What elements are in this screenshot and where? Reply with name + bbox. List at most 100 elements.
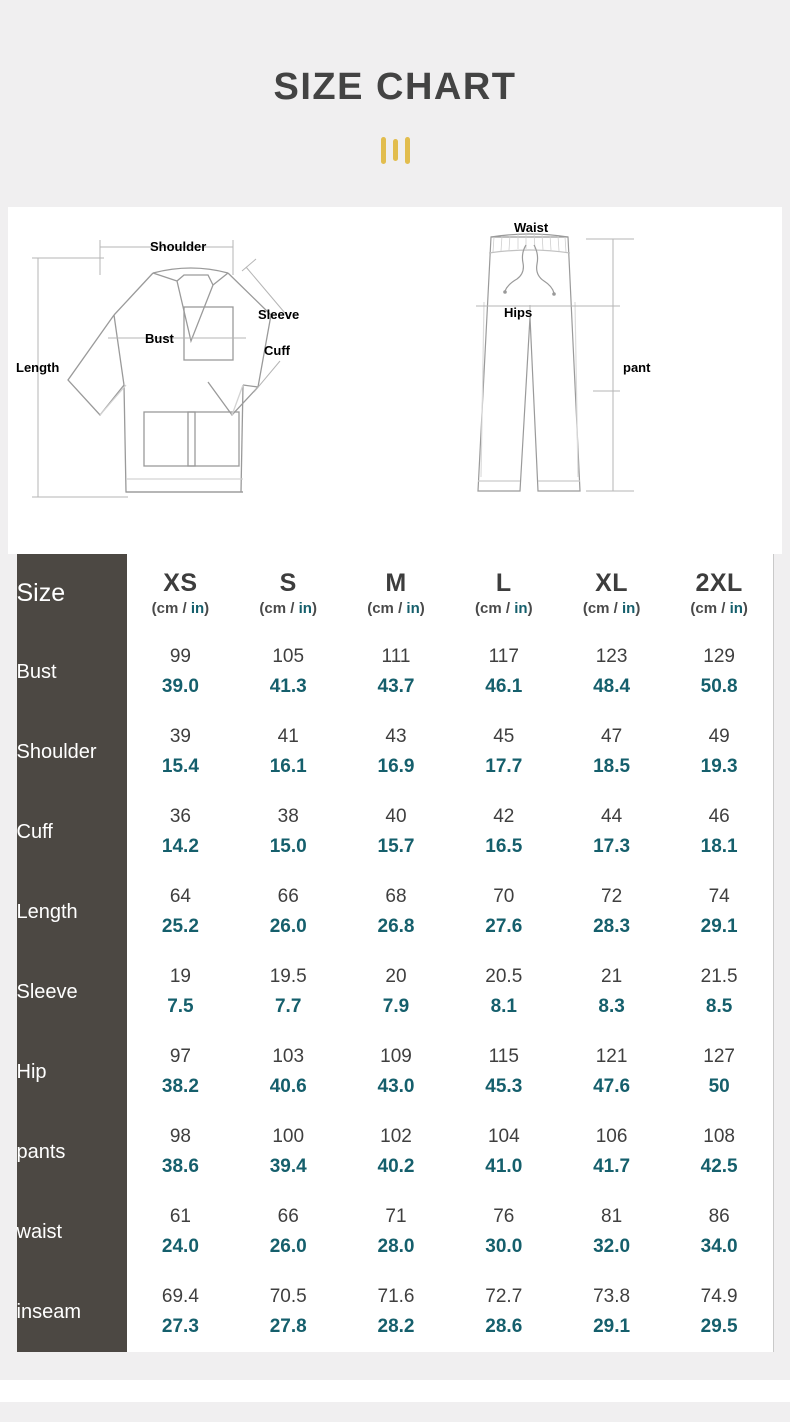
value-in: 28.0 [377,1236,415,1257]
value-cm: 108 [703,1126,735,1148]
cell-cuff-xl: 44 17.3 [557,792,666,872]
value-cm: 40 [385,806,407,828]
cell-cuff-xs: 36 14.2 [126,792,235,872]
cell-shoulder-2xl: 49 19.3 [665,712,774,792]
cell-length-s: 66 26.0 [234,872,343,952]
row-label-inseam: inseam [16,1272,127,1352]
cell-hip-xl: 121 47.6 [557,1032,666,1112]
value-in: 15.7 [377,836,415,857]
column-header-xl-unit: (cm / in) [582,600,641,618]
value-cm: 45 [493,726,515,748]
value-cm: 19 [169,966,191,988]
value-cm: 115 [488,1046,519,1068]
value-cm: 20.5 [485,966,523,988]
cell-shoulder-s: 41 16.1 [234,712,343,792]
value-cm: 49 [708,726,730,748]
value-in: 39.0 [161,676,199,697]
value-cm: 109 [380,1046,412,1068]
value-in: 39.4 [269,1156,307,1177]
value-cm: 98 [169,1126,191,1148]
value-cm: 72.7 [485,1286,523,1308]
value-in: 43.0 [377,1076,415,1097]
value-in: 25.2 [161,916,199,937]
column-header-m-unit: (cm / in) [367,600,425,618]
value-in: 16.9 [377,756,415,777]
value-cm: 102 [380,1126,412,1148]
cell-sleeve-s: 19.5 7.7 [234,952,343,1032]
value-in: 7.5 [167,996,194,1017]
value-cm: 117 [488,646,519,668]
value-in: 28.2 [377,1316,415,1337]
cell-bust-m: 111 43.7 [342,632,450,712]
value-in: 27.8 [269,1316,307,1337]
title-divider-ornament [380,136,410,164]
value-cm: 68 [385,886,407,908]
value-in: 43.7 [377,676,415,697]
value-cm: 106 [595,1126,628,1148]
value-in: 29.1 [700,916,738,937]
cell-sleeve-2xl: 21.5 8.5 [665,952,774,1032]
table-row: waist 61 24.0 66 26.0 71 28.0 76 30.0 81 32.0 86 34.… [16,1192,774,1272]
cell-inseam-2xl: 74.9 29.5 [665,1272,774,1352]
value-in: 47.6 [593,1076,631,1097]
cell-waist-l: 76 30.0 [449,1192,558,1272]
value-cm: 111 [381,646,411,668]
cell-inseam-s: 70.5 27.8 [234,1272,343,1352]
value-in: 17.7 [485,756,523,777]
value-cm: 44 [601,806,623,828]
cell-waist-xs: 61 24.0 [126,1192,235,1272]
cell-pants-xl: 106 41.7 [557,1112,666,1192]
value-in: 18.5 [593,756,631,777]
value-in: 32.0 [593,1236,631,1257]
value-cm: 61 [169,1206,191,1228]
label-hips: Hips [504,305,532,320]
column-header-2xl-unit: (cm / in) [690,600,748,618]
row-label-pants: pants [16,1112,127,1192]
value-in: 7.9 [382,996,410,1017]
cell-pants-xs: 98 38.6 [126,1112,235,1192]
value-in: 8.1 [490,996,517,1017]
cell-length-xl: 72 28.3 [557,872,666,952]
column-header-xl: XL (cm / in) [557,554,666,632]
column-header-s: S (cm / in) [234,554,343,632]
table-row: Length 64 25.2 66 26.0 68 26.8 70 27.6 72 28.3 74 29… [16,872,774,952]
column-header-s-unit: (cm / in) [259,600,317,618]
value-in: 26.0 [269,1236,307,1257]
value-cm: 71.6 [377,1286,415,1308]
cell-sleeve-l: 20.5 8.1 [449,952,558,1032]
table-header-row: Size XS (cm / in) S (cm / in) M (cm / in… [16,554,774,632]
cell-hip-l: 115 45.3 [449,1032,558,1112]
label-cuff: Cuff [264,343,291,358]
table-row: pants 98 38.6 100 39.4 102 40.2 104 41.0 106 41.7 1… [16,1112,774,1192]
value-in: 41.3 [269,676,307,697]
cell-cuff-2xl: 46 18.1 [665,792,774,872]
scrub-top-drawing [67,267,272,493]
value-cm: 123 [595,646,628,668]
value-cm: 19.5 [269,966,307,988]
label-shoulder: Shoulder [150,239,206,254]
value-in: 42.5 [700,1156,738,1177]
value-cm: 41 [277,726,299,748]
value-in: 26.0 [269,916,307,937]
cell-hip-xs: 97 38.2 [126,1032,235,1112]
row-label-length: Length [16,872,127,952]
garment-illustration-panel: Shoulder Sleeve Bust Cuff Length [8,207,782,554]
value-in: 34.0 [700,1236,738,1257]
value-in: 29.5 [700,1316,738,1337]
cell-inseam-l: 72.7 28.6 [449,1272,558,1352]
value-cm: 43 [385,726,407,748]
value-cm: 81 [601,1206,623,1228]
cell-shoulder-xs: 39 15.4 [126,712,235,792]
value-in: 46.1 [485,676,523,697]
column-header-s-size: S [279,568,297,597]
value-in: 28.3 [593,916,631,937]
value-in: 30.0 [485,1236,523,1257]
value-in: 18.1 [700,836,738,857]
label-waist: Waist [514,220,549,235]
ornament-bar-right [404,136,410,164]
cell-pants-l: 104 41.0 [449,1112,558,1192]
value-in: 19.3 [700,756,738,777]
value-in: 50 [708,1076,730,1097]
bottom-gray-strip [0,1352,790,1380]
